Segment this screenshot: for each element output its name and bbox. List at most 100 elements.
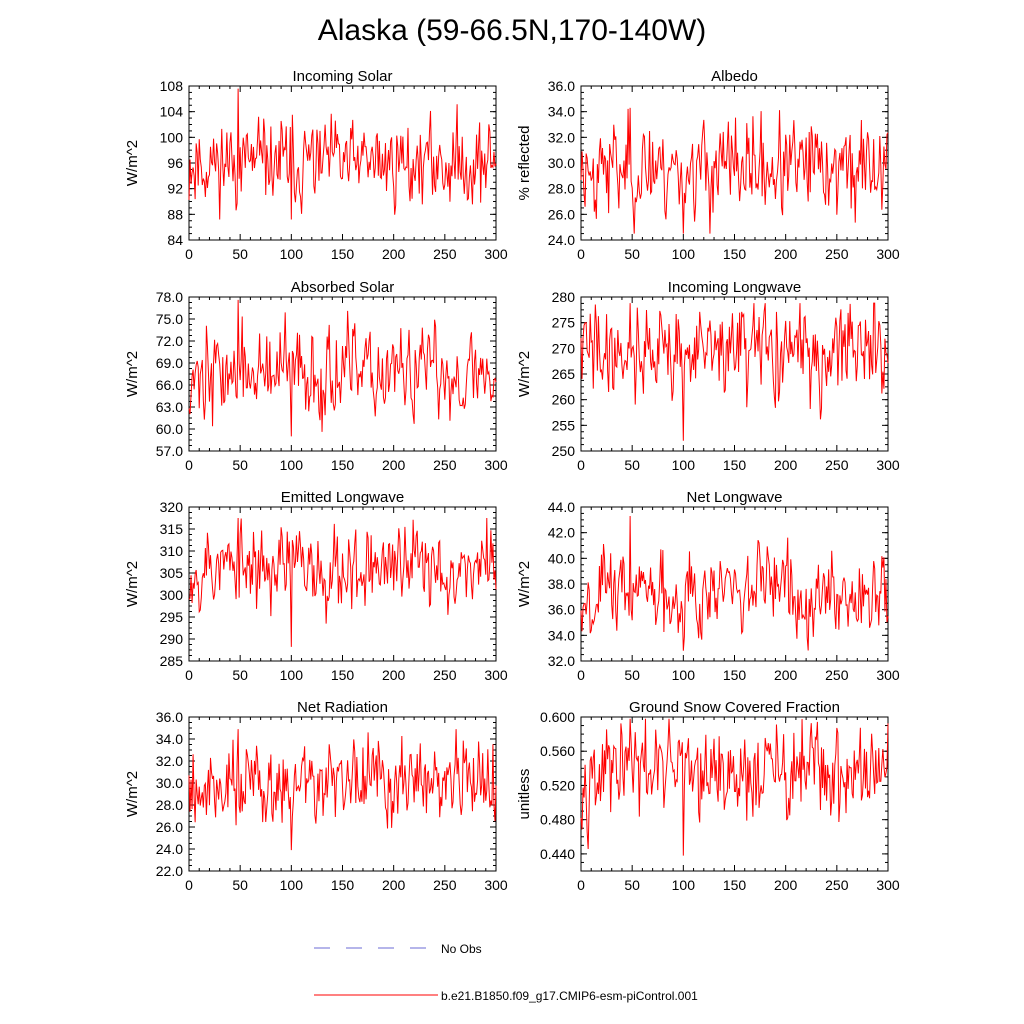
y-tick-label: 0.520 — [540, 777, 575, 793]
x-tick-label: 100 — [280, 877, 304, 893]
x-tick-label: 250 — [433, 246, 457, 262]
legend-model-label: b.e21.B1850.f09_g17.CMIP6-esm-piControl.… — [441, 989, 698, 1003]
y-tick-label: 26.0 — [156, 819, 183, 835]
x-tick-label: 150 — [331, 877, 355, 893]
x-tick-label: 200 — [382, 877, 406, 893]
y-tick-label: 0.560 — [540, 743, 575, 759]
x-tick-label: 150 — [331, 667, 355, 683]
panel-incoming-solar: Incoming Solar W/m^2 0 50 100 150 200 250 300 84 8… — [124, 68, 508, 262]
y-tick-label: 24.0 — [156, 841, 183, 857]
y-tick-label: 315 — [160, 521, 184, 537]
x-tick-label: 200 — [774, 667, 798, 683]
x-tick-label: 100 — [672, 877, 696, 893]
y-tick-label: 0.480 — [540, 812, 575, 828]
panel-incoming-longwave: Incoming Longwave W/m^2 0 50 100 150 200 250 300… — [516, 279, 900, 473]
y-tick-label: 26.0 — [548, 206, 575, 222]
y-tick-label: 84 — [167, 232, 183, 248]
y-tick-label: 63.0 — [156, 399, 183, 415]
plot-frame — [580, 716, 889, 872]
y-tick-label: 290 — [160, 631, 184, 647]
panel-net-radiation: Net Radiation W/m^2 0 50 100 150 200 250 300 22.0… — [124, 699, 508, 893]
y-tick-label: 96 — [167, 155, 183, 171]
y-tick-label: 78.0 — [156, 289, 183, 305]
y-tick-label: 250 — [552, 443, 576, 459]
y-tick-label: 104 — [160, 104, 184, 120]
x-tick-label: 0 — [577, 877, 585, 893]
x-tick-label: 100 — [672, 667, 696, 683]
y-tick-label: 42.0 — [548, 525, 575, 541]
panel-net-longwave: Net Longwave W/m^2 0 50 100 150 200 250 300 32.0 3… — [516, 489, 900, 683]
plot-frame — [580, 506, 889, 662]
x-tick-label: 0 — [577, 457, 585, 473]
y-tick-label: 255 — [552, 417, 576, 433]
y-tick-label: 28.0 — [156, 797, 183, 813]
series-line — [580, 515, 889, 651]
series-line — [580, 107, 889, 234]
panel-title: Incoming Longwave — [668, 279, 801, 296]
x-tick-label: 250 — [825, 246, 849, 262]
y-axis-label: W/m^2 — [124, 351, 141, 397]
y-tick-label: 305 — [160, 565, 184, 581]
x-tick-label: 250 — [433, 877, 457, 893]
x-tick-label: 100 — [280, 457, 304, 473]
y-tick-label: 44.0 — [548, 499, 575, 515]
x-tick-label: 50 — [624, 667, 640, 683]
x-tick-label: 50 — [232, 246, 248, 262]
x-tick-label: 0 — [185, 246, 193, 262]
y-tick-label: 265 — [552, 366, 576, 382]
series-line — [580, 302, 889, 441]
x-tick-label: 250 — [433, 457, 457, 473]
y-tick-label: 36.0 — [548, 602, 575, 618]
plot-frame — [188, 85, 497, 241]
x-tick-label: 50 — [232, 877, 248, 893]
x-tick-label: 250 — [433, 667, 457, 683]
y-tick-label: 69.0 — [156, 355, 183, 371]
x-tick-label: 150 — [723, 877, 747, 893]
y-axis-label: W/m^2 — [516, 561, 533, 607]
y-tick-label: 92 — [167, 181, 183, 197]
x-tick-label: 0 — [185, 457, 193, 473]
x-tick-label: 300 — [484, 877, 508, 893]
panel-emitted-longwave: Emitted Longwave W/m^2 0 50 100 150 200 250 300 2… — [124, 489, 508, 683]
x-tick-label: 200 — [774, 246, 798, 262]
x-tick-label: 250 — [825, 457, 849, 473]
panel-title: Emitted Longwave — [281, 489, 404, 506]
x-tick-label: 200 — [774, 877, 798, 893]
x-tick-label: 200 — [774, 457, 798, 473]
x-tick-label: 200 — [382, 667, 406, 683]
x-tick-label: 150 — [723, 667, 747, 683]
x-tick-label: 300 — [876, 667, 900, 683]
x-tick-label: 250 — [825, 877, 849, 893]
y-tick-label: 108 — [160, 78, 184, 94]
y-tick-label: 280 — [552, 289, 576, 305]
x-tick-label: 0 — [185, 877, 193, 893]
y-tick-label: 40.0 — [548, 550, 575, 566]
y-tick-label: 72.0 — [156, 333, 183, 349]
y-tick-label: 0.600 — [540, 709, 575, 725]
x-tick-label: 150 — [723, 457, 747, 473]
y-tick-label: 36.0 — [548, 78, 575, 94]
x-tick-label: 50 — [624, 877, 640, 893]
x-tick-label: 0 — [577, 667, 585, 683]
y-axis-label: W/m^2 — [124, 771, 141, 817]
y-tick-label: 260 — [552, 392, 576, 408]
y-axis-label: unitless — [516, 769, 533, 820]
series-line — [188, 88, 497, 220]
y-tick-label: 34.0 — [548, 104, 575, 120]
y-tick-label: 32.0 — [156, 753, 183, 769]
series-line — [188, 729, 497, 851]
x-tick-label: 50 — [624, 457, 640, 473]
x-tick-label: 150 — [331, 246, 355, 262]
panel-title: Absorbed Solar — [291, 279, 394, 296]
x-tick-label: 0 — [577, 246, 585, 262]
x-tick-label: 300 — [484, 246, 508, 262]
y-tick-label: 28.0 — [548, 181, 575, 197]
legend-obs-label: No Obs — [441, 942, 482, 956]
panels: Incoming Solar W/m^2 0 50 100 150 200 250 300 84 8… — [124, 68, 900, 893]
panel-title: Albedo — [711, 68, 758, 85]
x-tick-label: 50 — [232, 457, 248, 473]
y-tick-label: 32.0 — [548, 129, 575, 145]
series-line — [188, 299, 497, 437]
x-tick-label: 50 — [624, 246, 640, 262]
y-tick-label: 32.0 — [548, 653, 575, 669]
